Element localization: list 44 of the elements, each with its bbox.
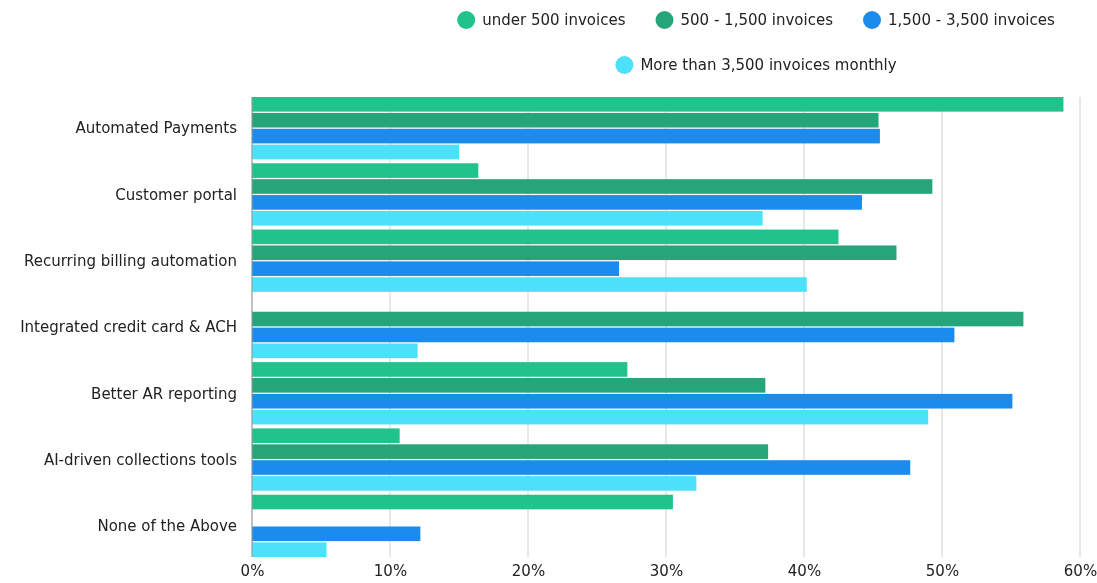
bar xyxy=(252,393,1013,409)
bar xyxy=(252,327,955,343)
legend-label: 1,500 - 3,500 invoices xyxy=(887,11,1055,29)
x-tick-label: 20% xyxy=(511,561,546,580)
bar xyxy=(252,444,769,459)
legend-label: under 500 invoices xyxy=(482,11,626,29)
y-tick-label: Customer portal xyxy=(115,185,237,204)
x-tick-label: 10% xyxy=(373,561,408,580)
bar xyxy=(252,179,933,194)
bar xyxy=(252,163,479,178)
bar xyxy=(252,476,697,491)
bar xyxy=(252,128,880,144)
bar xyxy=(252,112,879,128)
bar xyxy=(252,409,929,425)
x-tick-label: 0% xyxy=(240,561,265,580)
x-tick-label: 60% xyxy=(1063,561,1097,580)
bar xyxy=(252,261,620,276)
bar xyxy=(252,362,628,377)
bar xyxy=(252,343,418,359)
bar xyxy=(252,144,459,160)
x-tick-label: 50% xyxy=(925,561,960,580)
bar xyxy=(252,460,911,475)
bar xyxy=(252,428,400,444)
bar xyxy=(252,378,766,393)
x-tick-label: 30% xyxy=(649,561,684,580)
bar xyxy=(252,542,327,557)
legend-label: More than 3,500 invoices monthly xyxy=(640,56,897,74)
y-tick-label: Automated Payments xyxy=(75,119,238,138)
bar xyxy=(252,195,862,210)
y-tick-label: Recurring billing automation xyxy=(23,252,237,271)
legend-label: 500 - 1,500 invoices xyxy=(680,11,834,29)
bar xyxy=(252,277,807,292)
y-tick-label: Integrated credit card & ACH xyxy=(20,318,237,337)
y-tick-label: AI-driven collections tools xyxy=(43,450,238,469)
bar xyxy=(252,526,421,542)
bar xyxy=(252,210,763,226)
x-tick-label: 40% xyxy=(787,561,822,580)
y-tick-label: Better AR reporting xyxy=(91,384,237,403)
bar xyxy=(252,245,897,261)
y-tick-label: None of the Above xyxy=(97,517,237,536)
bar xyxy=(252,97,1064,112)
bar xyxy=(252,494,673,510)
bar xyxy=(252,311,1024,327)
bar xyxy=(252,229,839,245)
